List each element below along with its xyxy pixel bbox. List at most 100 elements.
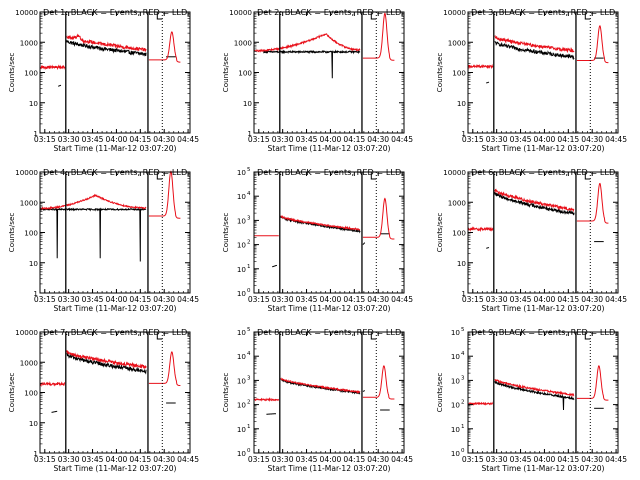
y-tick-label: 10 [237, 449, 247, 458]
events-series-line [39, 207, 147, 262]
lld-series-line [66, 33, 147, 53]
y-tick-label: 10 [29, 259, 39, 268]
events-series-line [494, 191, 575, 216]
y-tick-label: 10 [237, 328, 247, 337]
marker-bracket [156, 332, 163, 340]
y-tick-label: 1000 [20, 198, 39, 207]
y-tick-label: 10 [451, 352, 461, 361]
x-tick-label: 03:30 [58, 295, 80, 304]
panel-title: Det 5: BLACK = Events, RED = LLD [257, 167, 401, 177]
y-tick-exponent: 0 [247, 448, 251, 454]
y-tick-label: 10 [237, 265, 247, 274]
lld-series-line [494, 35, 575, 54]
y-tick-label: 10 [237, 216, 247, 225]
x-tick-label: 03:15 [462, 135, 484, 144]
y-tick-label: 10 [451, 425, 461, 434]
x-tick-label: 04:45 [391, 295, 413, 304]
events-series-line [51, 410, 58, 413]
lld-series-line [467, 226, 494, 233]
events-series-line [66, 40, 147, 57]
y-tick-label: 10 [237, 425, 247, 434]
x-tick-label: 03:30 [272, 135, 294, 144]
x-tick-label: 03:15 [34, 135, 56, 144]
x-tick-label: 04:00 [105, 455, 127, 464]
y-tick-exponent: 0 [461, 448, 465, 454]
y-tick-exponent: 5 [247, 327, 251, 333]
plot-frame [467, 171, 619, 294]
x-tick-label: 03:45 [510, 135, 532, 144]
x-tick-label: 04:15 [557, 455, 579, 464]
x-tick-label: 04:15 [129, 455, 151, 464]
x-tick-label: 03:45 [296, 295, 318, 304]
x-tick-label: 04:30 [153, 455, 175, 464]
x-tick-label: 04:15 [343, 295, 365, 304]
y-tick-exponent: 3 [461, 375, 465, 381]
y-tick-label: 10000 [15, 168, 38, 177]
y-tick-label: 1 [247, 129, 252, 138]
x-tick-label: 04:00 [533, 455, 555, 464]
y-tick-exponent: 3 [247, 375, 251, 381]
y-tick-label: 10 [237, 241, 247, 250]
marker-bracket [370, 12, 377, 20]
x-tick-label: 04:45 [391, 455, 413, 464]
lld-series-line [39, 64, 66, 71]
x-tick-label: 04:00 [533, 135, 555, 144]
plot-frame [467, 11, 619, 134]
y-tick-exponent: 4 [461, 351, 465, 357]
y-tick-label: 100 [452, 69, 466, 78]
plot-frame [39, 171, 191, 294]
x-tick-label: 04:15 [343, 135, 365, 144]
lld-series-line [576, 182, 609, 224]
x-tick-label: 03:15 [462, 295, 484, 304]
lld-series-line [148, 351, 181, 386]
y-tick-label: 10 [451, 401, 461, 410]
x-tick-label: 03:45 [82, 135, 104, 144]
marker-bracket [584, 332, 591, 340]
x-tick-label: 04:00 [319, 455, 341, 464]
y-tick-label: 10000 [443, 8, 466, 17]
events-series-line [266, 413, 276, 415]
plot-frame [253, 11, 405, 134]
x-tick-label: 04:15 [343, 455, 365, 464]
events-series-line [362, 390, 365, 392]
x-tick-label: 04:15 [129, 135, 151, 144]
x-tick-label: 03:15 [248, 455, 270, 464]
panel-title: Det 2: BLACK = Events, RED = LLD [257, 7, 401, 17]
x-tick-label: 03:45 [82, 295, 104, 304]
x-tick-label: 03:15 [34, 455, 56, 464]
x-tick-label: 03:30 [486, 295, 508, 304]
y-axis-label: Counts/sec [7, 213, 16, 253]
lld-series-line [254, 33, 361, 53]
y-tick-exponent: 2 [247, 400, 251, 406]
y-tick-exponent: 2 [461, 400, 465, 406]
y-tick-label: 1 [33, 289, 38, 298]
y-tick-label: 10 [451, 449, 461, 458]
y-tick-exponent: 4 [247, 191, 251, 197]
lld-series-line [467, 63, 494, 70]
x-tick-label: 03:45 [510, 295, 532, 304]
y-tick-label: 100 [24, 389, 38, 398]
y-tick-label: 10 [237, 401, 247, 410]
x-tick-label: 03:30 [272, 295, 294, 304]
x-axis-label: Start Time (11-Mar-12 03:07:20) [481, 144, 604, 153]
events-series-line [486, 247, 490, 249]
y-tick-exponent: 3 [247, 215, 251, 221]
events-series-line [494, 379, 575, 411]
x-tick-label: 04:30 [367, 455, 389, 464]
x-tick-label: 03:30 [486, 135, 508, 144]
lld-series-line [280, 377, 361, 394]
x-tick-label: 04:15 [129, 295, 151, 304]
x-tick-label: 04:30 [581, 135, 603, 144]
x-axis-label: Start Time (11-Mar-12 03:07:20) [267, 144, 390, 153]
lld-series-line [148, 31, 181, 63]
lld-series-line [494, 188, 575, 213]
x-tick-label: 04:45 [177, 135, 199, 144]
x-tick-label: 04:30 [581, 295, 603, 304]
panel-title: Det 3: BLACK = Events, RED = LLD [471, 7, 615, 17]
events-series-line [66, 352, 147, 375]
events-series-line [271, 264, 278, 268]
